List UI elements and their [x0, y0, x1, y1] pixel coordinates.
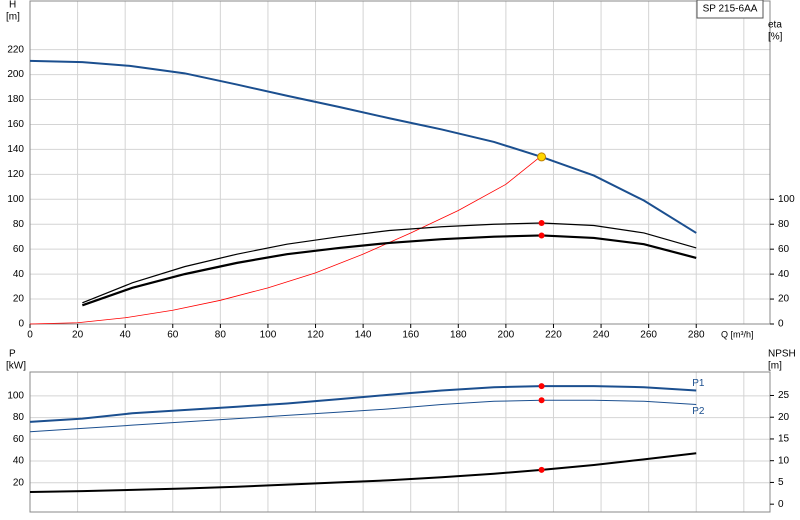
y-tick-label: 140 — [7, 144, 24, 155]
duty-point — [538, 219, 545, 226]
series-label: P1 — [692, 378, 705, 389]
y2-tick-label: 40 — [778, 269, 790, 280]
y-tick-label: 100 — [7, 194, 24, 205]
curve — [29, 399, 697, 433]
y2-axis-unit: [m] — [768, 361, 782, 372]
x-tick-label: 40 — [120, 330, 132, 341]
x-tick-label: 0 — [27, 330, 33, 341]
x-tick-label: 220 — [545, 330, 562, 341]
series-label: P2 — [692, 406, 705, 417]
y2-tick-label: 20 — [778, 412, 790, 423]
x-tick-label: 160 — [402, 330, 419, 341]
y-tick-label: 60 — [13, 244, 25, 255]
y-tick-label: 20 — [13, 477, 25, 488]
duty-point — [538, 397, 545, 404]
y-tick-label: 120 — [7, 169, 24, 180]
x-tick-label: 180 — [450, 330, 467, 341]
duty-point — [537, 152, 547, 162]
curve — [29, 155, 542, 325]
x-tick-label: 200 — [498, 330, 515, 341]
x-tick-label: 20 — [72, 330, 84, 341]
y-tick-label: 60 — [13, 434, 25, 445]
y2-tick-label: 0 — [778, 499, 784, 510]
y2-tick-label: 10 — [778, 455, 790, 466]
y2-axis-label: eta — [768, 20, 782, 31]
curve — [29, 452, 697, 493]
duty-point — [538, 383, 545, 390]
x-tick-label: 280 — [688, 330, 705, 341]
y-tick-label: 20 — [13, 294, 25, 305]
y2-tick-label: 15 — [778, 434, 790, 445]
y-tick-label: 160 — [7, 119, 24, 130]
y-tick-label: 100 — [7, 391, 24, 402]
y2-tick-label: 60 — [778, 244, 790, 255]
x-tick-label: 240 — [593, 330, 610, 341]
y2-tick-label: 20 — [778, 294, 790, 305]
y-tick-label: 200 — [7, 69, 24, 80]
y2-tick-label: 80 — [778, 219, 790, 230]
y2-tick-label: 100 — [778, 194, 795, 205]
y2-tick-label: 0 — [778, 319, 784, 330]
y2-tick-label: 5 — [778, 477, 784, 488]
curve — [29, 59, 697, 234]
plot-frame — [29, 371, 771, 513]
x-tick-label: 120 — [307, 330, 324, 341]
y-axis-label: P — [9, 349, 16, 360]
plot-frame — [29, 0, 771, 325]
x-tick-label: 260 — [640, 330, 657, 341]
x-tick-label: 140 — [355, 330, 372, 341]
y-tick-label: 80 — [13, 219, 25, 230]
y-tick-label: 40 — [13, 456, 25, 467]
x-tick-label: 80 — [215, 330, 227, 341]
y2-axis-label: NPSH — [768, 349, 796, 360]
y-axis-label: H — [9, 0, 16, 11]
y2-tick-label: 25 — [778, 390, 790, 401]
y-axis-unit: [kW] — [6, 361, 26, 372]
y-tick-label: 0 — [18, 319, 24, 330]
x-axis-label: Q [m³/h] — [721, 329, 754, 339]
annotation-box — [696, 0, 764, 19]
duty-point — [538, 466, 545, 473]
y2-axis-unit: [%] — [768, 32, 783, 43]
y-tick-label: 220 — [7, 44, 24, 55]
duty-point — [538, 232, 545, 239]
y-axis-unit: [m] — [6, 12, 20, 23]
y-tick-label: 40 — [13, 269, 25, 280]
x-tick-label: 100 — [260, 330, 277, 341]
curve — [29, 385, 697, 423]
curve — [81, 234, 697, 307]
x-tick-label: 60 — [167, 330, 179, 341]
curve — [82, 222, 697, 304]
y-tick-label: 180 — [7, 94, 24, 105]
y-tick-label: 80 — [13, 412, 25, 423]
annotation: SP 215-6AA — [703, 4, 758, 15]
